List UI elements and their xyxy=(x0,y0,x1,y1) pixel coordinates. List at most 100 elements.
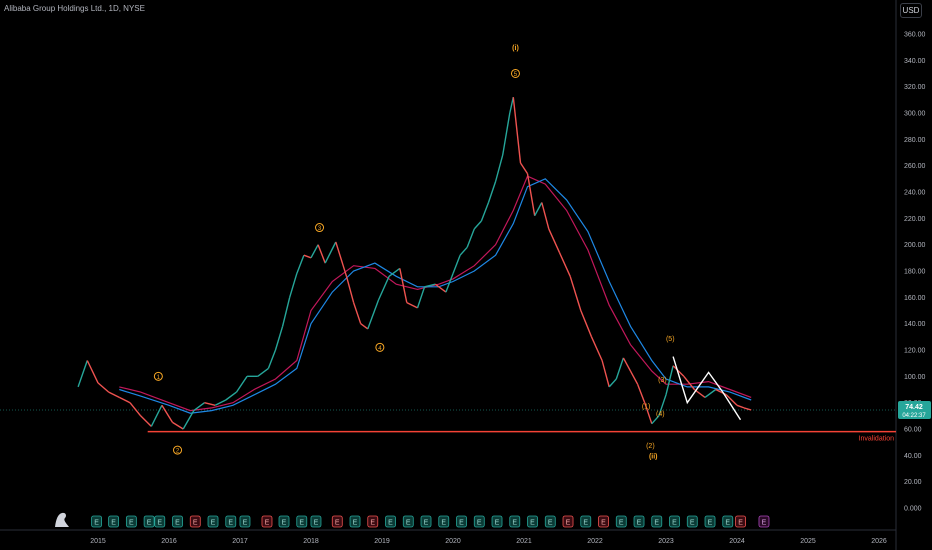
event-marker[interactable] xyxy=(562,515,574,528)
wave-label: 5 xyxy=(514,72,518,78)
tradingview-logo[interactable] xyxy=(55,512,69,527)
event-marker[interactable] xyxy=(189,515,201,528)
event-marker[interactable] xyxy=(261,515,273,528)
event-marker[interactable] xyxy=(633,515,645,528)
event-marker[interactable] xyxy=(296,515,308,528)
price-segment xyxy=(182,410,195,430)
event-marker[interactable] xyxy=(758,515,770,528)
wave-label-circle xyxy=(153,371,163,381)
event-marker[interactable] xyxy=(108,515,120,528)
bar-countdown: 04:22:37 xyxy=(902,413,926,419)
price-segment xyxy=(406,301,418,309)
event-marker[interactable] xyxy=(722,515,734,528)
event-marker[interactable] xyxy=(125,515,137,528)
event-marker[interactable] xyxy=(615,515,627,528)
event-marker[interactable] xyxy=(598,515,609,528)
y-tick-label: 300.00 xyxy=(904,110,926,117)
event-marker[interactable] xyxy=(735,515,746,528)
time-axis[interactable]: 2015 2016 2017 2018 2019 2020 2021 2022 2023 2024… xyxy=(90,538,887,545)
current-price-label: 74.42 04:22:37 xyxy=(898,401,931,420)
price-segment xyxy=(86,360,99,384)
event-marker[interactable] xyxy=(154,515,166,528)
event-marker[interactable] xyxy=(385,515,396,528)
price-segment xyxy=(289,273,298,298)
price-segment xyxy=(267,349,277,369)
x-tick-label: 2020 xyxy=(445,538,461,545)
price-segment xyxy=(615,357,625,380)
event-marker[interactable] xyxy=(491,515,503,528)
price-segment xyxy=(118,396,131,404)
event-marker[interactable] xyxy=(669,515,680,528)
price-segment xyxy=(367,299,380,330)
event-marker[interactable] xyxy=(278,515,290,528)
price-segment xyxy=(129,402,142,417)
event-marker-label: E xyxy=(211,520,216,527)
price-segment xyxy=(345,276,355,303)
price-segment xyxy=(377,276,390,301)
event-marker[interactable] xyxy=(420,515,432,528)
price-segment xyxy=(558,252,571,277)
price-segment xyxy=(601,360,610,388)
current-price-value: 74.42 xyxy=(905,404,923,411)
price-segment xyxy=(665,365,674,395)
price-segment xyxy=(629,370,639,385)
event-marker-label: E xyxy=(619,520,624,527)
event-marker[interactable] xyxy=(349,515,361,528)
y-tick-label: 200.00 xyxy=(904,242,926,249)
price-segment xyxy=(480,202,490,222)
price-segment xyxy=(352,302,362,324)
price-segment xyxy=(636,383,646,403)
price-segment xyxy=(281,297,291,327)
price-segment xyxy=(310,244,319,259)
event-marker[interactable] xyxy=(509,515,521,528)
event-marker-label: E xyxy=(243,520,248,527)
event-marker-label: E xyxy=(637,520,642,527)
event-marker-label: E xyxy=(495,520,500,527)
event-marker-label: E xyxy=(129,520,134,527)
price-segment xyxy=(204,402,216,406)
event-marker[interactable] xyxy=(225,515,237,528)
event-marker[interactable] xyxy=(438,515,450,528)
event-marker-label: E xyxy=(512,520,517,527)
event-marker[interactable] xyxy=(143,515,155,528)
currency-button[interactable]: USD xyxy=(900,3,922,18)
event-marker-label: E xyxy=(441,520,446,527)
event-marker[interactable] xyxy=(527,515,538,528)
event-marker-label: E xyxy=(147,520,152,527)
y-tick-label: 240.00 xyxy=(904,189,926,196)
event-marker[interactable] xyxy=(580,515,592,528)
price-segment xyxy=(274,326,284,351)
price-segment xyxy=(725,394,738,406)
symbol-title: Alibaba Group Holdings Ltd., 1D, NYSE xyxy=(4,4,145,13)
event-marker[interactable] xyxy=(402,515,414,528)
event-marker[interactable] xyxy=(331,515,343,528)
event-marker[interactable] xyxy=(207,515,219,528)
event-marker[interactable] xyxy=(367,515,379,528)
event-marker[interactable] xyxy=(651,515,663,528)
x-tick-label: 2026 xyxy=(871,538,887,545)
event-marker[interactable] xyxy=(544,515,556,528)
price-segment xyxy=(193,402,205,412)
event-marker[interactable] xyxy=(704,515,716,528)
event-marker[interactable] xyxy=(473,515,485,528)
wave-label: (3) xyxy=(658,377,667,384)
wave-label: (4) xyxy=(656,411,665,418)
event-marker-label: E xyxy=(738,520,743,527)
event-marker[interactable] xyxy=(172,515,183,528)
event-marker[interactable] xyxy=(91,515,102,528)
y-tick-label: 60.00 xyxy=(904,426,922,433)
tradingview-logo-icon xyxy=(55,512,69,527)
event-marker[interactable] xyxy=(239,515,251,528)
event-marker[interactable] xyxy=(686,515,698,528)
event-marker-label: E xyxy=(690,520,695,527)
price-segment xyxy=(235,375,248,393)
event-marker[interactable] xyxy=(310,515,322,528)
price-segment xyxy=(324,241,337,264)
price-segment xyxy=(473,220,482,230)
price-segment xyxy=(317,244,326,264)
y-tick-label: 280.00 xyxy=(904,137,926,144)
wave-annotations: (i) 5 3 4 1 2 (5) (3) (1) (4) (2) (ii) xyxy=(153,45,675,460)
event-marker[interactable] xyxy=(456,515,467,528)
